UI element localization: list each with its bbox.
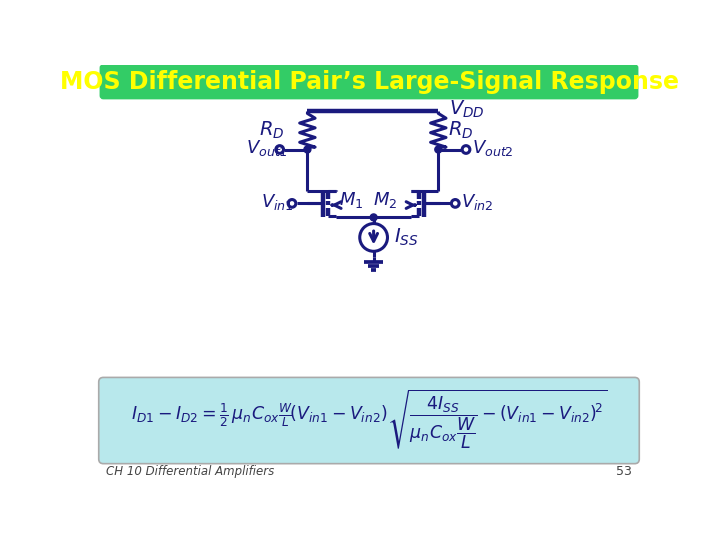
Text: $V_{out1}$: $V_{out1}$ <box>246 138 287 158</box>
Text: $R_D$: $R_D$ <box>259 119 284 141</box>
Text: $I_{D1} - I_{D2} = \frac{1}{2}\,\mu_n C_{ox} \frac{W}{L}\!\left(V_{in1} - V_{in2: $I_{D1} - I_{D2} = \frac{1}{2}\,\mu_n C_… <box>131 387 607 451</box>
Text: $V_{DD}$: $V_{DD}$ <box>449 99 485 120</box>
Circle shape <box>304 146 311 153</box>
Text: $M_1$: $M_1$ <box>339 190 364 210</box>
Text: MOS Differential Pair’s Large-Signal Response: MOS Differential Pair’s Large-Signal Res… <box>60 70 678 94</box>
Circle shape <box>370 214 377 221</box>
Text: $V_{out2}$: $V_{out2}$ <box>472 138 514 158</box>
FancyBboxPatch shape <box>100 65 638 99</box>
Text: 53: 53 <box>616 465 632 478</box>
Circle shape <box>435 146 442 153</box>
Text: $V_{in1}$: $V_{in1}$ <box>261 192 294 212</box>
Text: $M_2$: $M_2$ <box>373 190 397 210</box>
Text: CH 10 Differential Amplifiers: CH 10 Differential Amplifiers <box>106 465 274 478</box>
Text: $R_D$: $R_D$ <box>448 119 473 141</box>
Text: $I_{SS}$: $I_{SS}$ <box>394 227 418 248</box>
Text: $V_{in2}$: $V_{in2}$ <box>462 192 494 212</box>
FancyBboxPatch shape <box>99 377 639 464</box>
